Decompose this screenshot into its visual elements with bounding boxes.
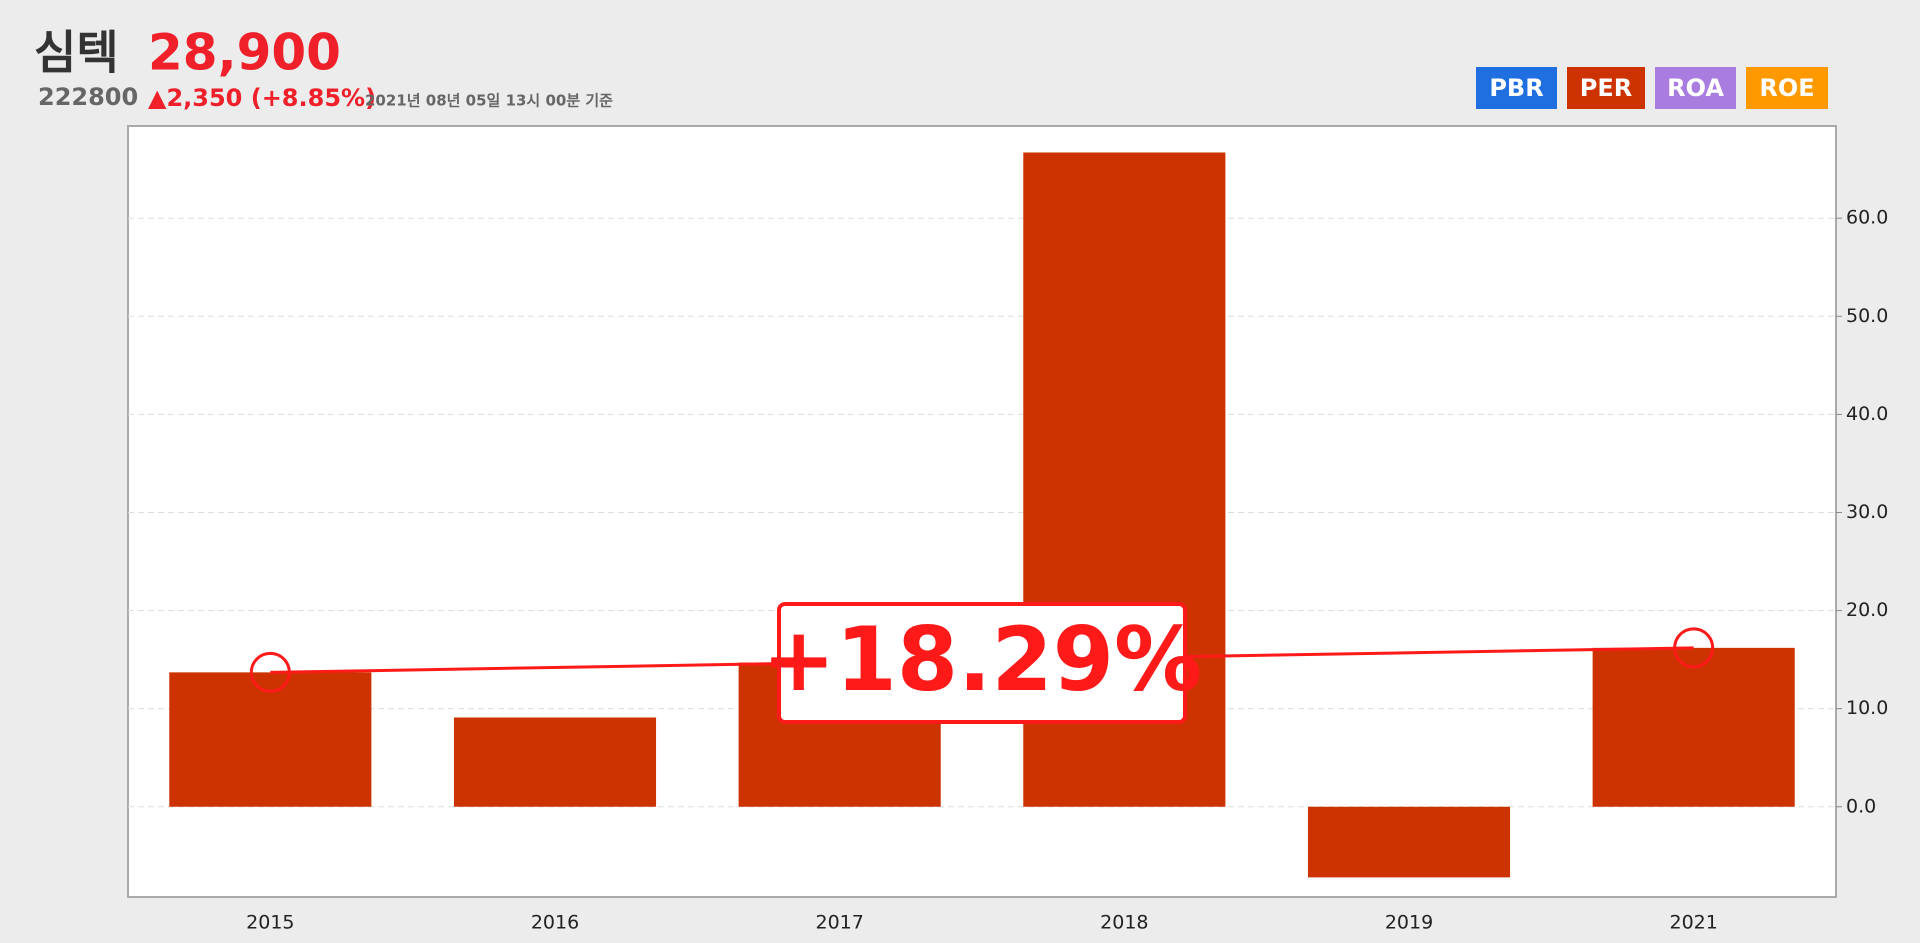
- bar: [1592, 647, 1795, 807]
- metric-button-label[interactable]: PBR: [1489, 74, 1543, 102]
- metric-button[interactable]: [1655, 67, 1736, 109]
- price-change: ▲2,350 (+8.85%): [148, 84, 376, 112]
- trend-point: [249, 651, 291, 693]
- bar: [1307, 806, 1511, 878]
- metric-button[interactable]: [1746, 67, 1828, 109]
- y-tick-label: 30.0: [1846, 501, 1888, 523]
- x-tick-label: 2017: [815, 912, 863, 934]
- x-tick-label: 2018: [1100, 912, 1148, 934]
- stock-code: 222800: [38, 83, 138, 111]
- y-tick-label: 10.0: [1846, 697, 1888, 719]
- x-tick-label: 2019: [1385, 912, 1433, 934]
- metric-button-label[interactable]: ROA: [1667, 74, 1724, 102]
- stock-price: 28,900: [148, 24, 341, 82]
- annotation-text: +18.29%: [762, 608, 1202, 711]
- y-tick-label: 0.0: [1846, 795, 1876, 817]
- metric-button[interactable]: [1476, 67, 1557, 109]
- annotation-box: [777, 602, 1187, 724]
- timestamp: 2021년 08년 05일 13시 00분 기준: [365, 92, 613, 110]
- trend-point: [1673, 627, 1715, 669]
- metric-button[interactable]: [1567, 67, 1645, 109]
- stock-name: 심텍: [34, 26, 119, 80]
- metric-button-label[interactable]: ROE: [1759, 74, 1814, 102]
- plot-area: [127, 125, 1837, 898]
- y-tick-label: 50.0: [1846, 305, 1888, 327]
- y-tick-label: 60.0: [1846, 207, 1888, 229]
- y-tick-label: 40.0: [1846, 403, 1888, 425]
- y-tick-label: 20.0: [1846, 599, 1888, 621]
- bar: [169, 672, 372, 807]
- bar: [453, 717, 657, 807]
- x-tick-label: 2016: [531, 912, 579, 934]
- x-tick-label: 2015: [246, 912, 294, 934]
- x-tick-label: 2021: [1669, 912, 1717, 934]
- metric-button-label[interactable]: PER: [1580, 74, 1632, 102]
